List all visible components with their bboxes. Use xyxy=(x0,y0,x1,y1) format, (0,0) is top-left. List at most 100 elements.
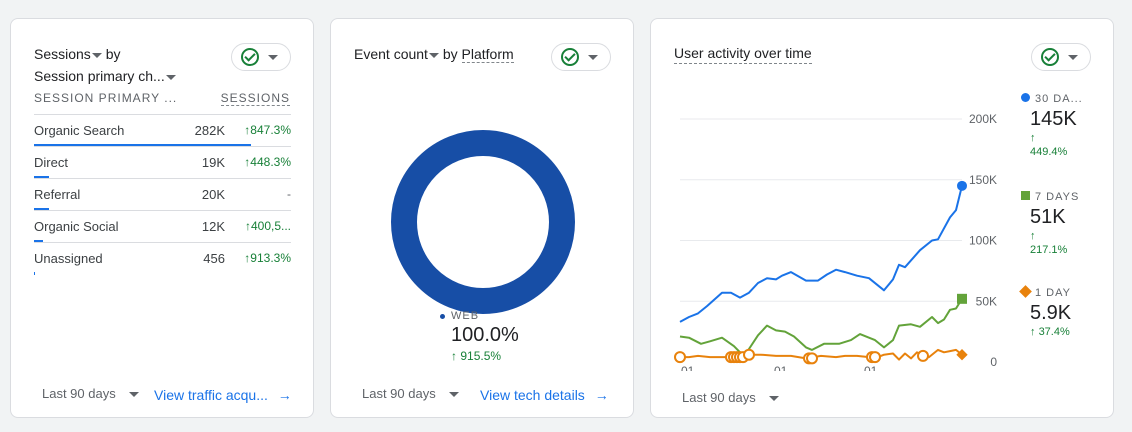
square-icon xyxy=(1021,191,1030,200)
chevron-down-icon xyxy=(268,55,278,60)
event-count-by-platform-card: Event count by Platform WEB 100.0% ↑ 915… xyxy=(330,18,634,418)
legend-value: 100.0% xyxy=(451,324,519,346)
legend-item[interactable]: 30 DA... 145K ↑ 449.4% xyxy=(1021,93,1101,159)
view-tech-details-link[interactable]: View tech details → xyxy=(480,387,609,403)
chevron-down-icon xyxy=(1068,55,1078,60)
table-row[interactable]: Organic Search 282K ↑847.3% xyxy=(34,114,291,147)
legend-item[interactable]: 1 DAY 5.9K ↑ 37.4% xyxy=(1019,285,1101,339)
column-header-sessions[interactable]: SESSIONS xyxy=(220,91,290,106)
metric-label: Event count xyxy=(354,46,428,62)
legend-value: 145K xyxy=(1030,108,1077,130)
share-bar xyxy=(34,176,49,179)
anomaly-marker[interactable] xyxy=(674,351,686,364)
change-text: 449.4% xyxy=(1030,146,1068,158)
metric-selector[interactable]: Sessions xyxy=(34,46,102,62)
legend-change: ↑ 217.1% xyxy=(1030,229,1101,257)
insights-status-button[interactable] xyxy=(231,43,291,71)
series-end-marker[interactable] xyxy=(957,293,967,304)
legend-item[interactable]: 7 DAYS 51K ↑ 217.1% xyxy=(1021,191,1101,257)
sessions-value: 282K xyxy=(194,123,225,138)
table-row[interactable]: Unassigned 456 ↑913.3% xyxy=(34,242,291,275)
date-range-label: Last 90 days xyxy=(362,386,436,401)
legend-text: WEB xyxy=(451,310,480,322)
date-range-selector[interactable]: Last 90 days xyxy=(682,390,780,405)
x-tick-day: 01 xyxy=(681,364,695,371)
chevron-down-icon xyxy=(428,52,439,58)
sessions-by-channel-card: Sessions by Session primary ch... SESSIO… xyxy=(10,18,314,418)
share-bar xyxy=(34,240,44,243)
user-activity-line-chart: 200K150K100K50K001Oct01Nov01Dec xyxy=(674,112,997,371)
change-text: 448.3% xyxy=(250,155,291,169)
arrow-right-icon: → xyxy=(594,387,609,403)
table-row[interactable]: Organic Social 12K ↑400,5... xyxy=(34,210,291,243)
x-tick-day: 01 xyxy=(774,364,788,371)
series-line-1[interactable] xyxy=(679,185,963,323)
series-end-marker[interactable] xyxy=(957,180,967,191)
table-row[interactable]: Direct 19K ↑448.3% xyxy=(34,146,291,179)
arrow-up-icon: ↑ xyxy=(1030,132,1036,144)
legend-label: 7 DAYS xyxy=(1021,191,1101,203)
legend-text: 30 DA... xyxy=(1035,93,1083,105)
chevron-down-icon xyxy=(165,74,176,80)
share-bar xyxy=(34,272,35,275)
date-range-selector[interactable]: Last 90 days xyxy=(42,386,140,401)
legend-text: 7 DAYS xyxy=(1035,191,1080,203)
change-text: - xyxy=(287,187,291,201)
diamond-icon xyxy=(1019,285,1032,298)
anomaly-marker[interactable] xyxy=(917,349,929,362)
by-label: by xyxy=(442,46,458,62)
card-title[interactable]: User activity over time xyxy=(674,43,812,64)
channel-name: Referral xyxy=(34,187,81,202)
sessions-value: 19K xyxy=(201,155,225,170)
column-header-dimension: SESSION PRIMARY ... xyxy=(34,91,178,105)
link-label: View tech details xyxy=(480,387,585,403)
metric-selector[interactable]: Event count xyxy=(354,46,439,62)
chevron-down-icon xyxy=(129,392,140,398)
user-activity-card: User activity over time 200K 150K 100K 50K 0… xyxy=(650,18,1114,418)
sessions-value: 12K xyxy=(201,219,225,234)
sessions-value: 456 xyxy=(203,251,225,266)
dimension-label: Session primary ch... xyxy=(34,68,165,84)
channel-name: Unassigned xyxy=(34,251,103,266)
legend-change: ↑ 449.4% xyxy=(1030,131,1101,159)
card-title: Event count by Platform xyxy=(354,43,514,65)
change-text: 400,5... xyxy=(250,219,291,233)
date-range-selector[interactable]: Last 90 days xyxy=(362,386,460,401)
change-value: 915.5% xyxy=(460,349,502,363)
legend-change: ↑ 915.5% xyxy=(451,349,519,363)
anomaly-marker[interactable] xyxy=(869,351,881,364)
anomaly-marker[interactable] xyxy=(806,352,818,365)
check-circle-icon xyxy=(241,48,259,66)
arrow-right-icon: → xyxy=(277,387,292,403)
arrow-up-icon: ↑ xyxy=(1030,230,1036,242)
legend-dot-icon xyxy=(440,313,445,319)
legend-change: ↑ 37.4% xyxy=(1030,325,1101,339)
insights-status-button[interactable] xyxy=(551,43,611,71)
change-text: 37.4% xyxy=(1038,326,1070,338)
y-tick-label: 50K xyxy=(976,294,997,308)
share-bar xyxy=(34,144,251,147)
donut-legend: WEB 100.0% ↑ 915.5% xyxy=(440,310,519,363)
dimension-selector[interactable]: Session primary ch... xyxy=(34,68,176,84)
share-bar xyxy=(34,208,50,211)
series-end-marker[interactable] xyxy=(956,349,968,361)
change-text: 913.3% xyxy=(250,251,291,265)
series-line-2[interactable] xyxy=(679,298,963,355)
insights-status-button[interactable] xyxy=(1031,43,1091,71)
check-circle-icon xyxy=(1041,48,1059,66)
change-value: ↑913.3% xyxy=(244,251,291,265)
y-tick-label: 100K xyxy=(969,234,997,248)
dimension-label[interactable]: Platform xyxy=(461,46,514,63)
anomaly-marker[interactable] xyxy=(743,348,755,361)
sessions-value: 20K xyxy=(201,187,225,202)
link-label: View traffic acqu... xyxy=(154,387,268,403)
date-range-label: Last 90 days xyxy=(42,386,116,401)
table-row[interactable]: Referral 20K - xyxy=(34,178,291,211)
legend-label: 1 DAY xyxy=(1019,285,1101,299)
donut-slice-web[interactable] xyxy=(391,130,575,314)
arrow-up-icon: ↑ xyxy=(244,155,251,169)
arrow-up-icon: ↑ xyxy=(244,219,251,233)
chevron-down-icon xyxy=(91,52,102,58)
chevron-down-icon xyxy=(769,396,780,402)
view-traffic-acquisition-link[interactable]: View traffic acqu... → xyxy=(154,387,292,403)
